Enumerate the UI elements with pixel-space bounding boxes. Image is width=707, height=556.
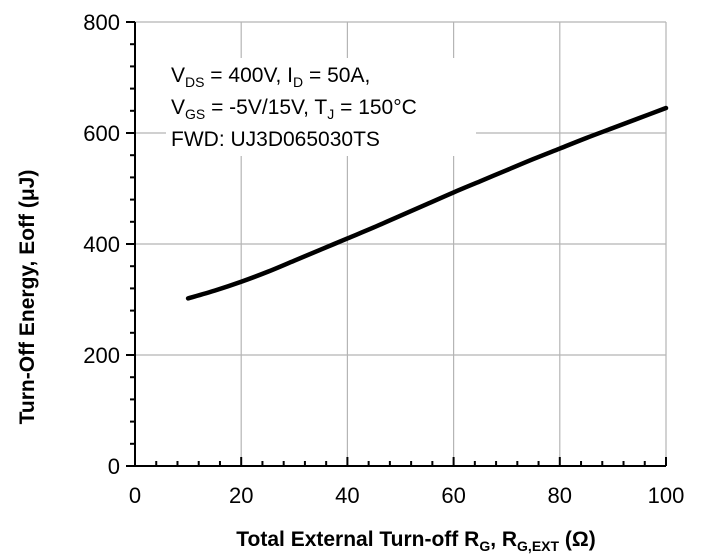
y-tick-label: 0 [108,454,120,479]
y-axis-title: Turn-Off Energy, Eoff (μJ) [16,170,39,425]
y-tick-label: 400 [83,232,120,257]
x-tick-label: 80 [548,483,572,508]
x-tick-label: 0 [129,483,141,508]
annotation-line: VDS = 400V, ID = 50A, [171,64,370,90]
x-tick-label: 20 [229,483,253,508]
y-tick-label: 800 [83,10,120,35]
x-axis-title: Total External Turn-off RG, RG,EXT (Ω) [236,528,595,554]
annotation-background [166,58,476,156]
annotation-line: VGS = -5V/15V, TJ = 150°C [171,96,417,122]
data-series [185,105,669,301]
y-tick-label: 600 [83,121,120,146]
x-tick-label: 60 [441,483,465,508]
annotation-line: FWD: UJ3D065030TS [171,128,380,151]
tick-labels: 0 200 400 600 800 0 20 40 60 80 100 [83,10,684,508]
tick-marks [126,21,667,467]
x-tick-label: 40 [335,483,359,508]
eoff-curve [185,105,669,301]
y-tick-label: 200 [83,343,120,368]
x-tick-label: 100 [648,483,685,508]
test-conditions-annotation: VDS = 400V, ID = 50A, VGS = -5V/15V, TJ =… [166,58,476,156]
